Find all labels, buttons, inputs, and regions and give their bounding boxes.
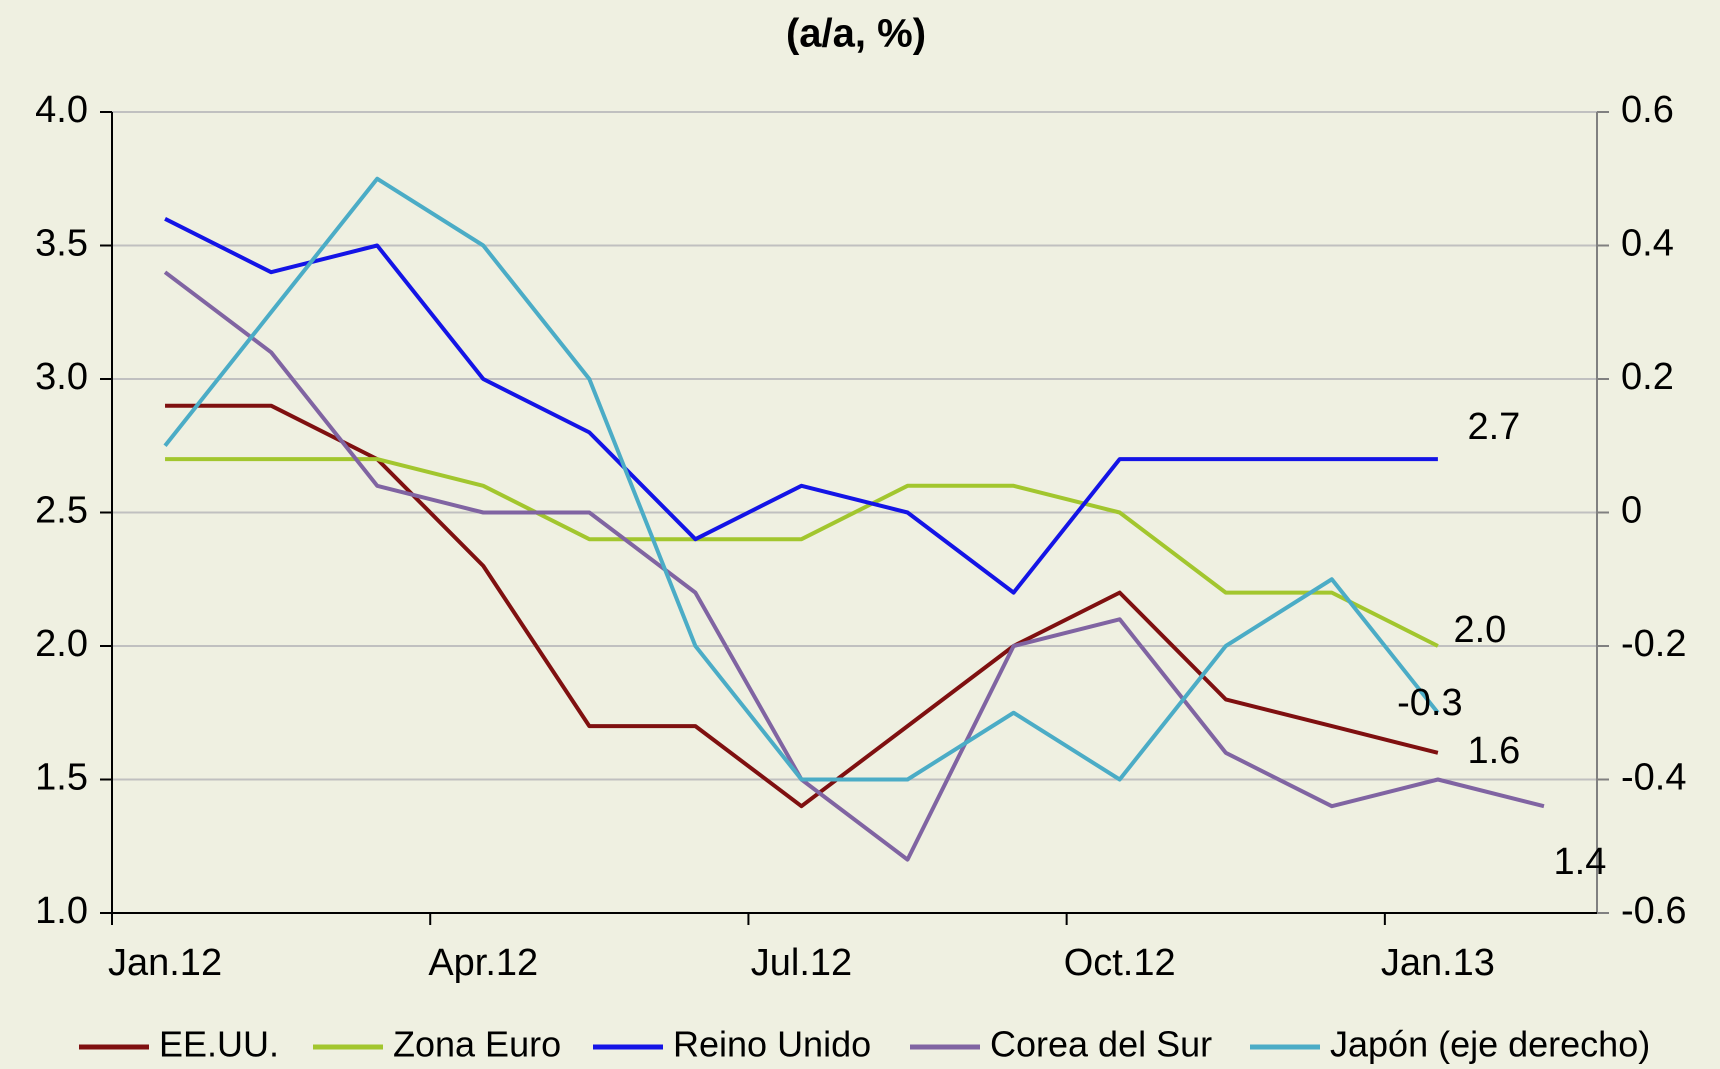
y2-tick-label: 0.2	[1621, 356, 1674, 398]
y-tick-label: 4.0	[35, 89, 88, 131]
legend-label: Zona Euro	[393, 1024, 561, 1065]
legend-label: Reino Unido	[673, 1024, 871, 1065]
y2-tick-label: -0.6	[1621, 890, 1686, 932]
data-label: -0.3	[1397, 682, 1462, 724]
data-label: 1.6	[1467, 730, 1520, 772]
y-tick-label: 1.0	[35, 890, 88, 932]
y-tick-label: 1.5	[35, 757, 88, 799]
y2-tick-label: 0.6	[1621, 89, 1674, 131]
x-tick-label: Oct.12	[1064, 942, 1176, 984]
y2-tick-label: 0.4	[1621, 223, 1674, 265]
y2-tick-label: -0.2	[1621, 623, 1686, 665]
x-tick-label: Jan.13	[1381, 942, 1495, 984]
y-tick-label: 3.0	[35, 356, 88, 398]
y-tick-label: 2.5	[35, 490, 88, 532]
x-tick-label: Jul.12	[751, 942, 852, 984]
y-tick-label: 2.0	[35, 623, 88, 665]
legend-label: Japón (eje derecho)	[1330, 1024, 1650, 1065]
y-tick-label: 3.5	[35, 223, 88, 265]
y2-tick-label: -0.4	[1621, 757, 1686, 799]
x-tick-label: Jan.12	[108, 942, 222, 984]
legend-label: EE.UU.	[159, 1024, 279, 1065]
series-line	[165, 457, 1439, 648]
data-label: 2.7	[1467, 406, 1520, 448]
data-label: 1.4	[1554, 841, 1607, 883]
series-line	[163, 176, 1440, 782]
data-label: 2.0	[1453, 609, 1506, 651]
x-tick-label: Apr.12	[428, 942, 538, 984]
legend-label: Corea del Sur	[990, 1024, 1212, 1065]
y2-tick-label: 0	[1621, 490, 1642, 532]
chart-title: (a/a, %)	[786, 12, 926, 56]
series-line	[163, 270, 1545, 862]
series-line	[164, 217, 1438, 595]
